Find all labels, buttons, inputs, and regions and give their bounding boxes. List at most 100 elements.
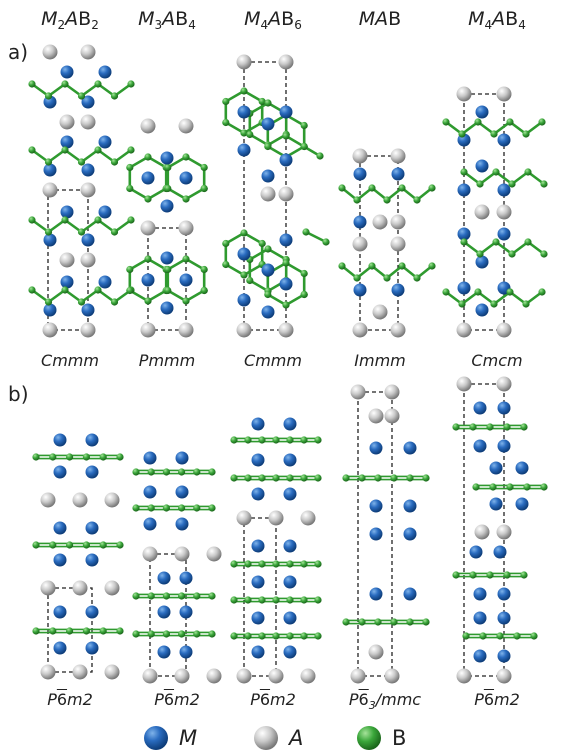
m-atom — [180, 274, 193, 287]
b-atom — [28, 80, 35, 87]
space-group-b-1: P6m2 — [47, 690, 93, 709]
m-atom — [354, 168, 367, 181]
formula-m4ab6: M4AB6 — [244, 8, 302, 32]
m-atom — [86, 554, 99, 567]
m-atom — [86, 642, 99, 655]
b-atom — [244, 436, 251, 443]
b-atom — [230, 632, 237, 639]
a-atom — [179, 119, 194, 134]
b-atom — [230, 436, 237, 443]
b-atom — [83, 627, 90, 634]
b-atom — [503, 571, 510, 578]
b-atom — [193, 630, 200, 637]
b-atom — [163, 592, 170, 599]
b-atom — [398, 262, 405, 269]
b-atom — [201, 185, 208, 192]
b-atom — [178, 630, 185, 637]
b-atom — [422, 474, 429, 481]
b-atom — [314, 632, 321, 639]
m-atom — [498, 402, 511, 415]
b-atom — [116, 541, 123, 548]
b-atom — [452, 571, 459, 578]
a-atom — [373, 305, 388, 320]
m-atom — [144, 452, 157, 465]
a-atom — [175, 669, 190, 684]
m-atom — [476, 106, 489, 119]
b-atom — [540, 180, 547, 187]
b-atom — [469, 571, 476, 578]
m-atom — [144, 486, 157, 499]
a-atom — [43, 323, 58, 338]
a-atom — [369, 645, 384, 660]
b-atom — [222, 261, 229, 268]
b-atom — [422, 618, 429, 625]
a-atom — [207, 547, 222, 562]
b-atom — [208, 630, 215, 637]
m-atom — [99, 276, 112, 289]
b-atom — [78, 158, 85, 165]
b-atom — [314, 560, 321, 567]
a-atom — [301, 669, 316, 684]
m-atom — [238, 248, 251, 261]
b-atom — [272, 436, 279, 443]
space-group-b-4: P63/mmc — [349, 690, 421, 712]
a-atom — [475, 205, 490, 220]
m-atom — [476, 160, 489, 173]
b-atom — [193, 468, 200, 475]
b-atom — [513, 632, 520, 639]
a-atom — [81, 323, 96, 338]
m-atom — [252, 454, 265, 467]
b-atom — [45, 298, 52, 305]
m-atom — [404, 528, 417, 541]
b-atom — [111, 92, 118, 99]
b-atom — [460, 168, 467, 175]
b-atom — [272, 560, 279, 567]
m-atom — [474, 588, 487, 601]
b-atom — [28, 216, 35, 223]
b-atom — [163, 504, 170, 511]
b-atom — [182, 255, 189, 262]
b-atom — [492, 168, 499, 175]
a-atom — [373, 215, 388, 230]
b-atom — [201, 287, 208, 294]
panel-label-a: a) — [8, 40, 28, 64]
m-atom — [61, 136, 74, 149]
b-atom — [45, 158, 52, 165]
b-atom — [302, 228, 309, 235]
m-atom — [354, 284, 367, 297]
b-atom — [163, 468, 170, 475]
space-group-a-4: Immm — [354, 351, 405, 370]
m-atom — [238, 144, 251, 157]
a-atom — [351, 385, 366, 400]
b-atom — [61, 146, 68, 153]
a-atom — [141, 221, 156, 236]
b-atom — [78, 298, 85, 305]
b-atom — [246, 131, 253, 138]
a-atom — [179, 221, 194, 236]
b-atom — [300, 474, 307, 481]
b-atom — [522, 300, 529, 307]
b-atom — [492, 238, 499, 245]
a-atom — [497, 323, 512, 338]
m-atom — [86, 466, 99, 479]
b-atom — [316, 152, 323, 159]
b-atom — [476, 180, 483, 187]
b-atom — [520, 571, 527, 578]
m-atom — [490, 498, 503, 511]
b-atom — [49, 453, 56, 460]
b-atom — [32, 541, 39, 548]
b-atom — [28, 286, 35, 293]
b-atom — [489, 483, 496, 490]
legend-m: M — [142, 722, 197, 754]
b-atom — [49, 541, 56, 548]
b-atom — [148, 592, 155, 599]
m-atom — [142, 172, 155, 185]
a-atom — [279, 323, 294, 338]
m-atom — [280, 106, 293, 119]
m-atom — [99, 206, 112, 219]
b-atom — [244, 560, 251, 567]
b-atom — [374, 474, 381, 481]
b-atom — [286, 474, 293, 481]
b-atom — [458, 300, 465, 307]
b-atom — [45, 92, 52, 99]
